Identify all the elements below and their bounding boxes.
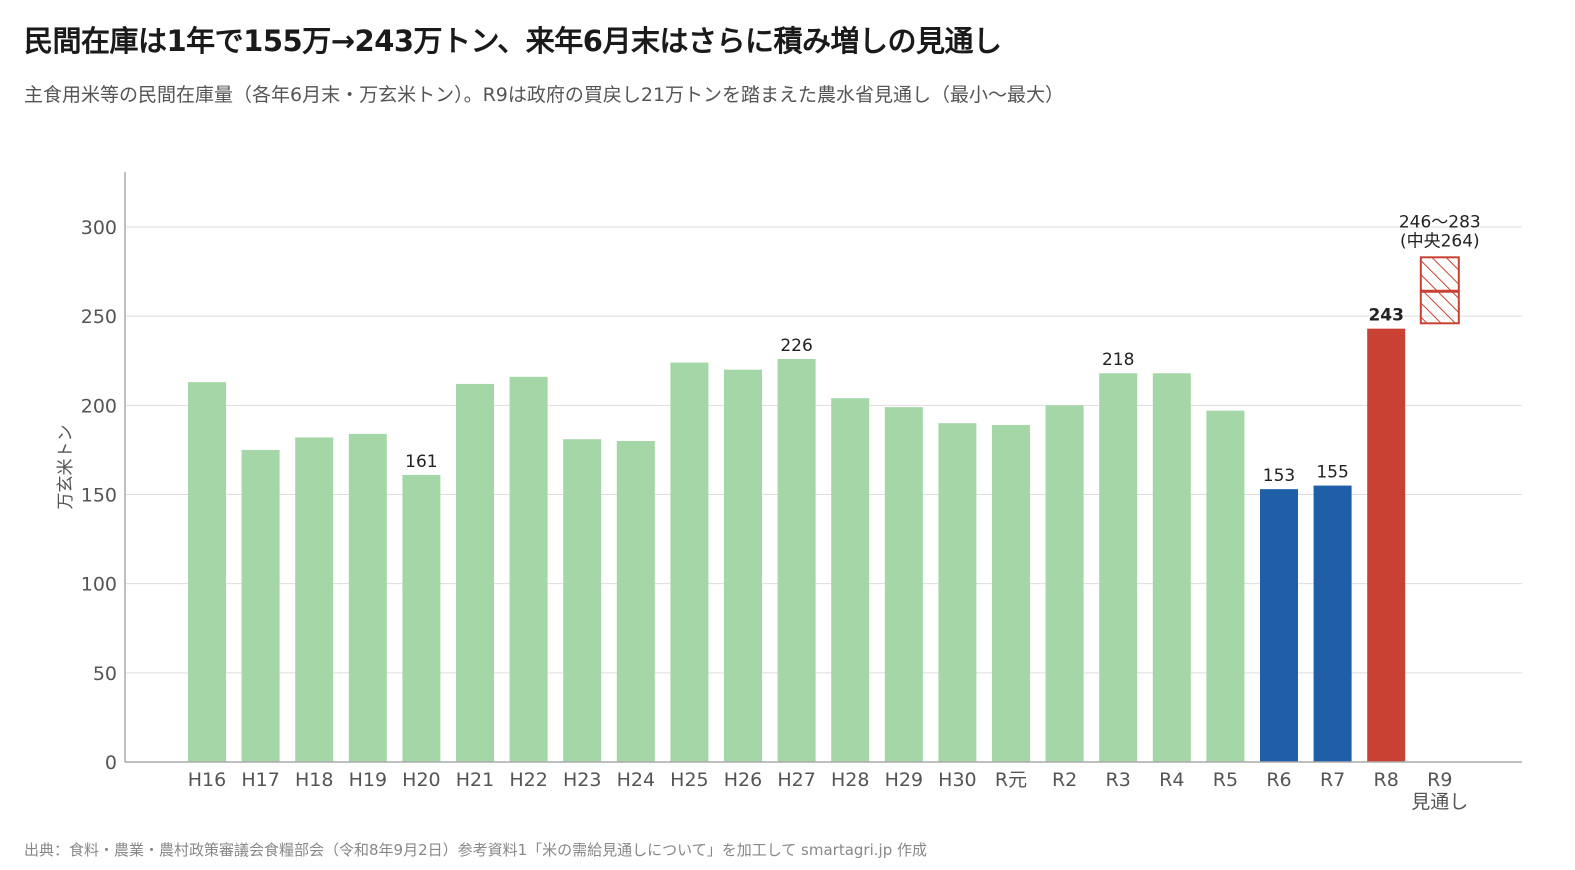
forecast-center-label: (中央264) xyxy=(1400,231,1480,251)
x-tick-label: R元 xyxy=(995,769,1027,791)
x-tick-label: R4 xyxy=(1159,769,1184,791)
bars xyxy=(188,256,1460,762)
bar xyxy=(563,439,602,762)
source-note: 出典：食料・農業・農村政策審議会食糧部会（令和8年9月2日）参考資料1「米の需給… xyxy=(24,841,927,859)
x-tick-label: H26 xyxy=(724,769,762,791)
y-tick-label: 200 xyxy=(81,395,117,417)
data-label: 161 xyxy=(405,452,437,472)
x-tick-label: H29 xyxy=(885,769,923,791)
y-axis-label: 万玄米トン xyxy=(56,425,76,510)
x-tick-label: R5 xyxy=(1213,769,1238,791)
bar xyxy=(402,474,441,762)
x-tick-label: 見通し xyxy=(1411,791,1468,813)
bar xyxy=(670,362,709,762)
bar xyxy=(188,382,226,762)
x-tick-label: R9 xyxy=(1427,769,1452,791)
x-tick-label: H23 xyxy=(563,769,601,791)
x-tick-label: H22 xyxy=(509,769,547,791)
bar xyxy=(724,369,762,762)
chart-title: 民間在庫は1年で155万→243万トン、来年6月末はさらに積み増しの見通し xyxy=(24,24,1002,58)
bar xyxy=(241,449,280,762)
gridlines xyxy=(125,226,1522,674)
bar xyxy=(1367,328,1406,762)
bar xyxy=(884,407,923,762)
x-tick-label: R3 xyxy=(1106,769,1131,791)
x-tick-label: H17 xyxy=(241,769,279,791)
x-tick-label: R6 xyxy=(1266,769,1291,791)
x-tick-label: H21 xyxy=(456,769,494,791)
bar xyxy=(348,433,387,762)
x-tick-label: H25 xyxy=(670,769,708,791)
bar xyxy=(1152,373,1191,762)
y-tick-label: 150 xyxy=(81,485,117,507)
x-tick-label: H18 xyxy=(295,769,333,791)
data-label: 155 xyxy=(1316,463,1348,483)
bar xyxy=(456,383,494,762)
x-tick-label: R8 xyxy=(1374,769,1399,791)
data-label: 153 xyxy=(1263,466,1295,486)
x-tick-label: H19 xyxy=(349,769,387,791)
y-tick-label: 300 xyxy=(81,217,117,239)
x-tick-label: H28 xyxy=(831,769,869,791)
x-tick-label: H24 xyxy=(617,769,655,791)
bar xyxy=(1206,410,1245,762)
bar xyxy=(938,423,977,762)
x-tick-label: R2 xyxy=(1052,769,1077,791)
bar xyxy=(616,441,655,762)
data-labels: 161 226 218 153 155 243 246〜283(中央264) xyxy=(405,212,1481,486)
bar xyxy=(1045,405,1084,762)
bar xyxy=(831,398,870,762)
x-tick-label: H27 xyxy=(777,769,815,791)
y-tick-label: 250 xyxy=(81,306,117,328)
data-label: 218 xyxy=(1102,350,1134,370)
bar xyxy=(992,424,1030,762)
x-tick-label: H20 xyxy=(402,769,440,791)
axes: 0 50 100 150 200 250 300 万玄米トン H16 H17 H18 H19 H20 H2… xyxy=(56,172,1522,813)
bar xyxy=(295,437,334,762)
forecast-range-label: 246〜283 xyxy=(1399,212,1481,232)
data-label: 243 xyxy=(1368,306,1404,326)
bar xyxy=(1260,489,1298,762)
x-tick-label: R7 xyxy=(1320,769,1345,791)
bar xyxy=(1313,485,1352,762)
bar xyxy=(1099,373,1138,762)
y-tick-label: 100 xyxy=(81,574,117,596)
x-tick-label: H16 xyxy=(188,769,226,791)
bar xyxy=(777,358,816,762)
y-tick-label: 0 xyxy=(105,752,117,774)
bar xyxy=(509,376,548,762)
data-label: 226 xyxy=(780,336,812,356)
chart-subtitle: 主食用米等の民間在庫量（各年6月末・万玄米トン）。R9は政府の買戻し21万トンを… xyxy=(24,84,1065,106)
y-tick-label: 50 xyxy=(93,663,117,685)
x-tick-label: H30 xyxy=(938,769,976,791)
